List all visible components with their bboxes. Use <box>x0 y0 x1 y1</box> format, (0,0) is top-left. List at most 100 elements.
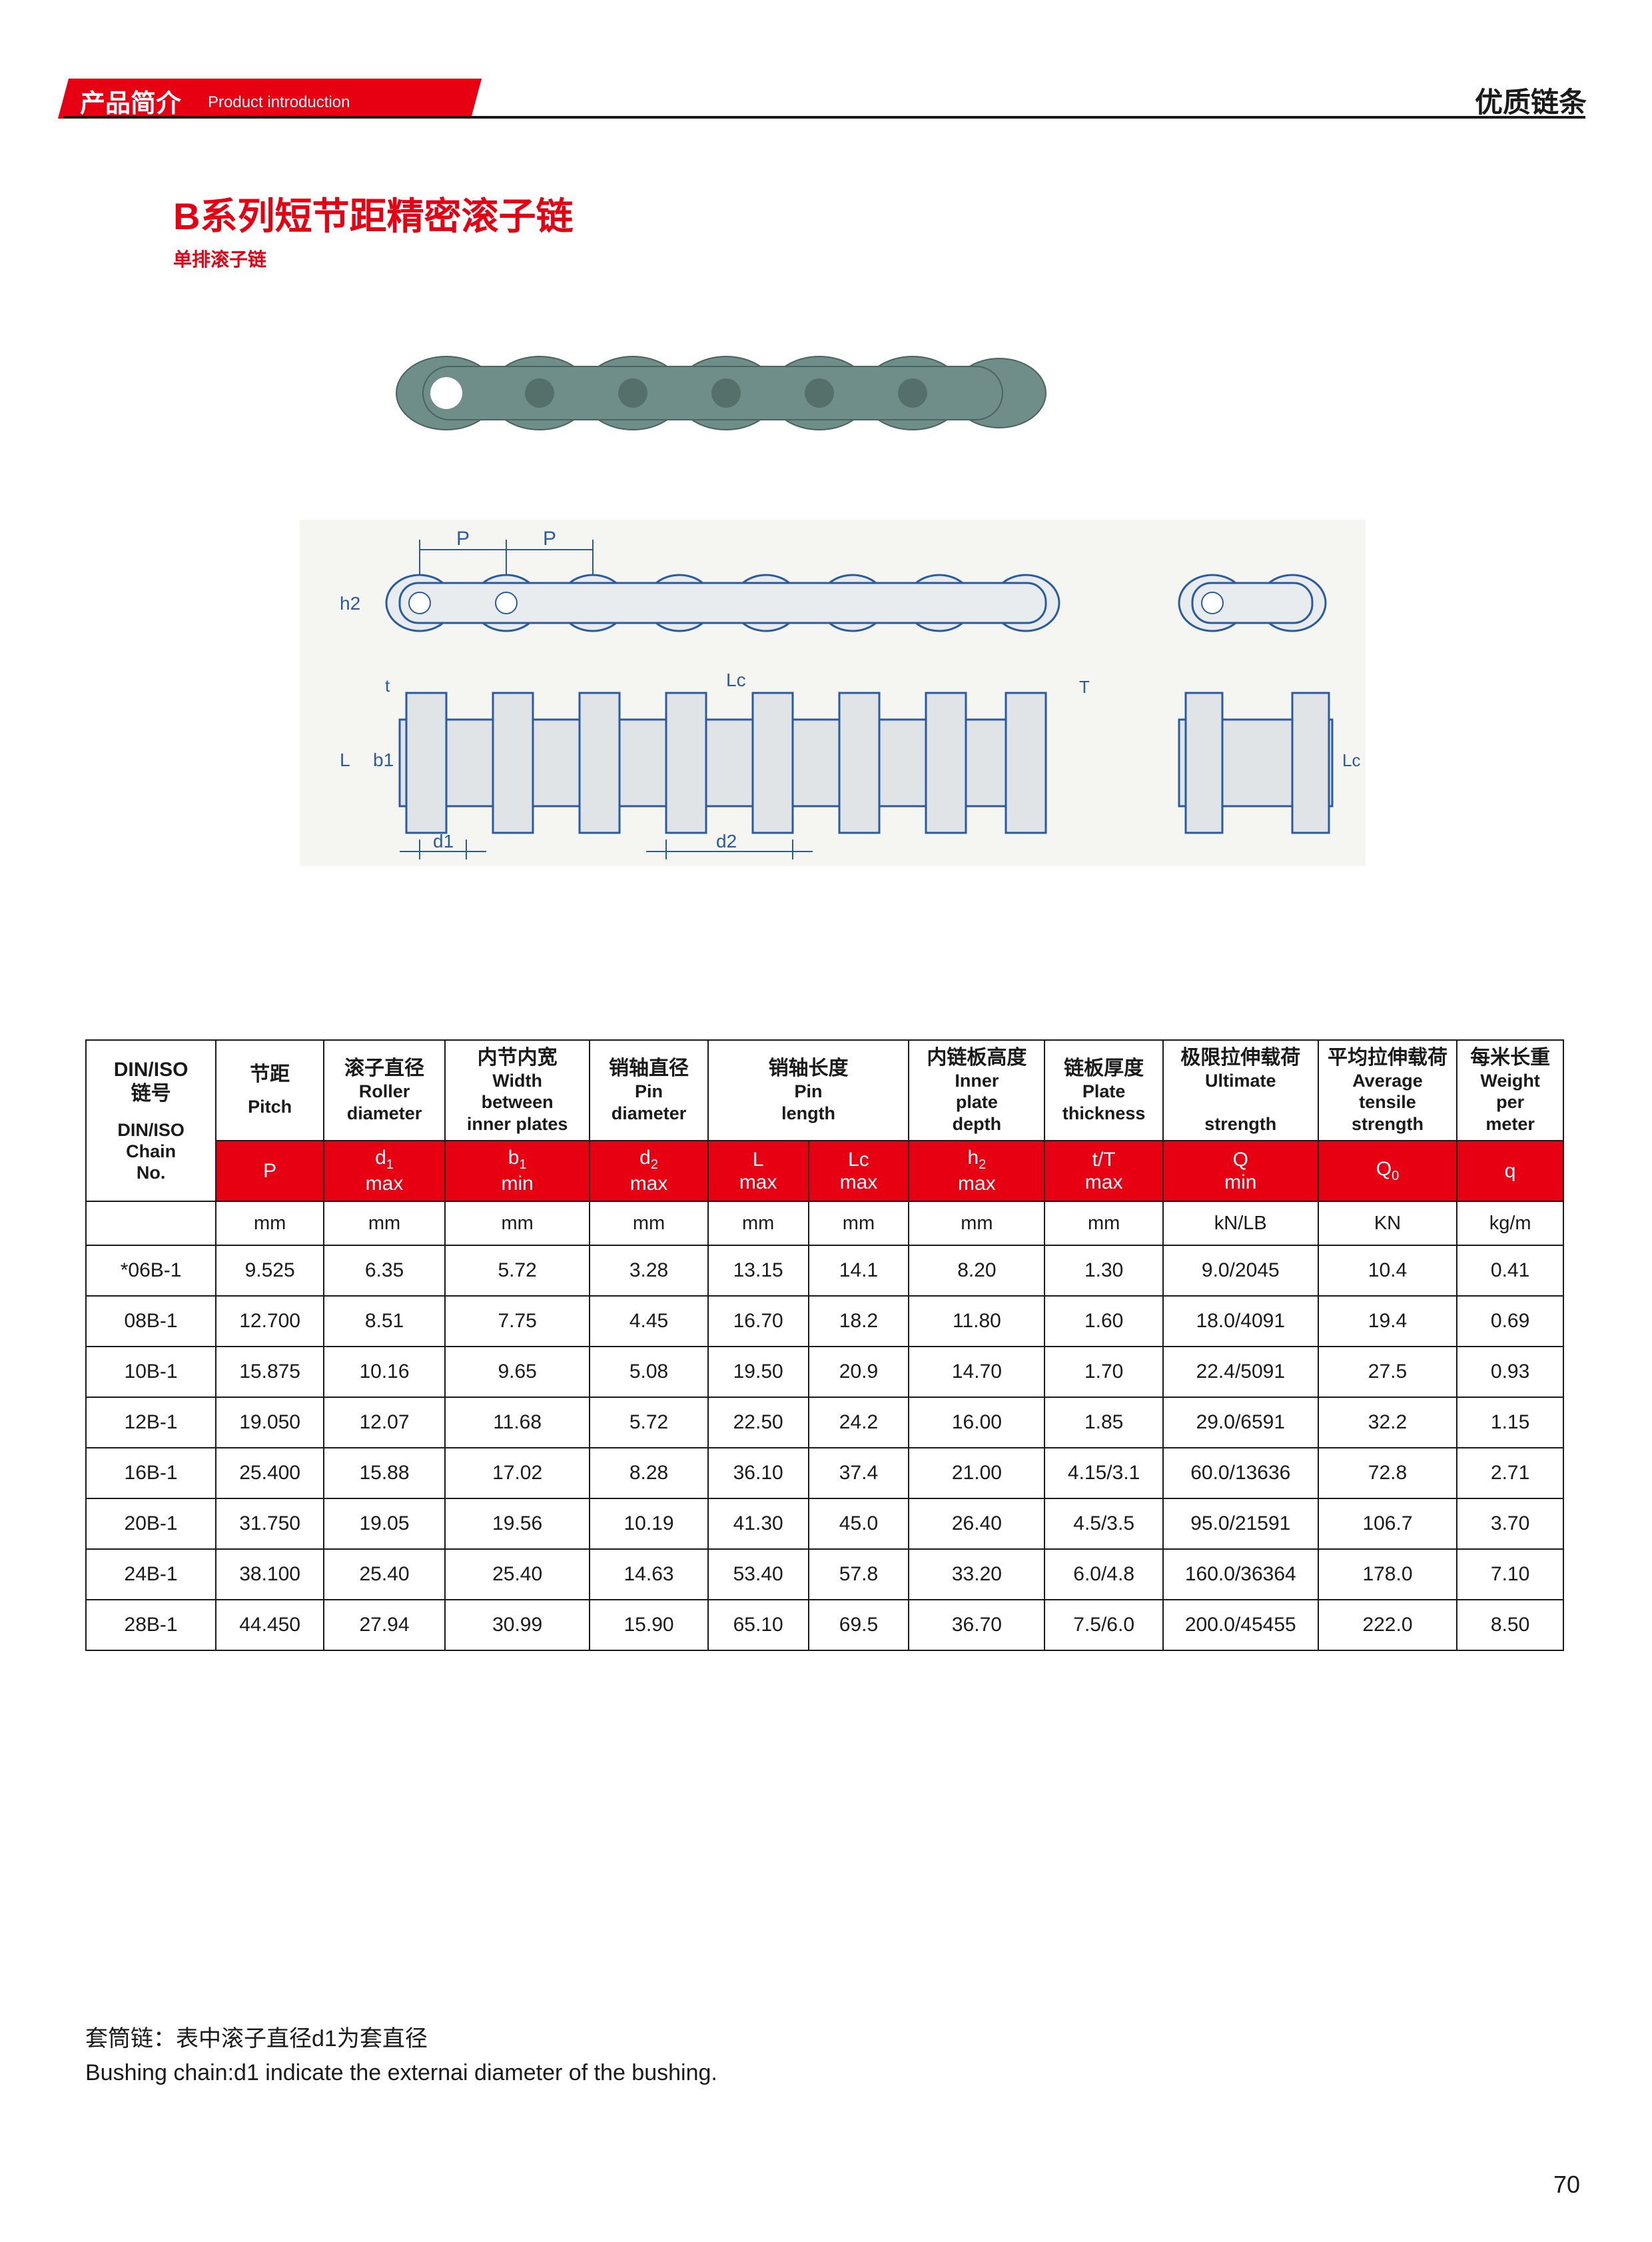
table-cell: 1.85 <box>1044 1397 1162 1448</box>
unit-d1: mm <box>324 1201 445 1245</box>
table-cell: 9.525 <box>216 1245 324 1296</box>
table-cell: 0.93 <box>1457 1347 1563 1397</box>
unit-b1: mm <box>445 1201 590 1245</box>
col-avg: 平均拉伸载荷Averagetensilestrength <box>1318 1040 1457 1141</box>
unit-L: mm <box>708 1201 809 1245</box>
table-cell: 14.1 <box>809 1245 909 1296</box>
table-cell: 31.750 <box>216 1498 324 1549</box>
table-cell: 1.60 <box>1044 1296 1162 1347</box>
table-cell: 8.20 <box>909 1245 1044 1296</box>
table-cell: 25.400 <box>216 1448 324 1498</box>
table-cell: 9.65 <box>445 1347 590 1397</box>
table-cell: 160.0/36364 <box>1163 1549 1318 1600</box>
table-cell: 5.72 <box>445 1245 590 1296</box>
table-cell: 20.9 <box>809 1347 909 1397</box>
dim-p: P <box>456 528 470 550</box>
dim-d1: d1 <box>433 831 454 851</box>
table-cell: 30.99 <box>445 1600 590 1650</box>
table-cell: 16B-1 <box>86 1448 216 1498</box>
svg-text:Lc: Lc <box>1342 750 1360 770</box>
unit-Lc: mm <box>809 1201 909 1245</box>
sym-Lc: Lcmax <box>809 1141 909 1201</box>
page-title: B系列短节距精密滚子链 <box>173 187 573 241</box>
table-cell: 26.40 <box>909 1498 1044 1549</box>
table-cell: 0.41 <box>1457 1245 1563 1296</box>
table-cell: 19.050 <box>216 1397 324 1448</box>
table-cell: 6.0/4.8 <box>1044 1549 1162 1600</box>
dim-b1: b1 <box>373 750 394 770</box>
sym-p: P <box>216 1141 324 1201</box>
table-cell: 29.0/6591 <box>1163 1397 1318 1448</box>
table-cell: 5.72 <box>590 1397 707 1448</box>
table-cell: 19.4 <box>1318 1296 1457 1347</box>
table-cell: *06B-1 <box>86 1245 216 1296</box>
table-cell: 95.0/21591 <box>1163 1498 1318 1549</box>
table-cell: 24.2 <box>809 1397 909 1448</box>
table-cell: 19.50 <box>708 1347 809 1397</box>
table-row: 10B-115.87510.169.655.0819.5020.914.701.… <box>86 1347 1563 1397</box>
table-cell: 60.0/13636 <box>1163 1448 1318 1498</box>
table-cell: 08B-1 <box>86 1296 216 1347</box>
table-cell: 178.0 <box>1318 1549 1457 1600</box>
table-row: 12B-119.05012.0711.685.7222.5024.216.001… <box>86 1397 1563 1448</box>
sym-Q0: Q0 <box>1318 1141 1457 1201</box>
table-cell: 18.2 <box>809 1296 909 1347</box>
header-title-cn: 产品简介 <box>80 83 181 119</box>
table-cell: 9.0/2045 <box>1163 1245 1318 1296</box>
table-cell: 11.68 <box>445 1397 590 1448</box>
col-chainno: DIN/ISO链号 DIN/ISOChainNo. <box>86 1040 216 1201</box>
sym-L: Lmax <box>708 1141 809 1201</box>
table-row: *06B-19.5256.355.723.2813.1514.18.201.30… <box>86 1245 1563 1296</box>
sym-d1: d1max <box>324 1141 445 1201</box>
table-cell: 37.4 <box>809 1448 909 1498</box>
table-cell: 10B-1 <box>86 1347 216 1397</box>
unit-d2: mm <box>590 1201 707 1245</box>
table-cell: 14.63 <box>590 1549 707 1600</box>
table-cell: 24B-1 <box>86 1549 216 1600</box>
table-cell: 57.8 <box>809 1549 909 1600</box>
table-cell: 22.4/5091 <box>1163 1347 1318 1397</box>
table-cell: 27.94 <box>324 1600 445 1650</box>
col-roller: 滚子直径Rollerdiameter <box>324 1040 445 1141</box>
table-cell: 1.70 <box>1044 1347 1162 1397</box>
col-width: 内节内宽Widthbetweeninner plates <box>445 1040 590 1141</box>
table-cell: 10.4 <box>1318 1245 1457 1296</box>
table-cell: 16.00 <box>909 1397 1044 1448</box>
table-cell: 200.0/45455 <box>1163 1600 1318 1650</box>
table-cell: 69.5 <box>809 1600 909 1650</box>
table-cell: 25.40 <box>324 1549 445 1600</box>
table-cell: 36.70 <box>909 1600 1044 1650</box>
table-cell: 21.00 <box>909 1448 1044 1498</box>
sym-q: q <box>1457 1141 1563 1201</box>
table-cell: 7.10 <box>1457 1549 1563 1600</box>
unit-q: kg/m <box>1457 1201 1563 1245</box>
table-cell: 44.450 <box>216 1600 324 1650</box>
spec-table: DIN/ISO链号 DIN/ISOChainNo. 节距Pitch 滚子直径Ro… <box>85 1039 1564 1651</box>
dim-h2: h2 <box>340 593 360 614</box>
col-platet: 链板厚度Platethickness <box>1044 1040 1162 1141</box>
dim-d2: d2 <box>716 831 737 851</box>
table-cell: 45.0 <box>809 1498 909 1549</box>
footnote-en: Bushing chain:d1 indicate the externai d… <box>85 2056 717 2090</box>
table-cell: 19.05 <box>324 1498 445 1549</box>
table-cell: 41.30 <box>708 1498 809 1549</box>
table-cell: 15.875 <box>216 1347 324 1397</box>
table-row: 28B-144.45027.9430.9915.9065.1069.536.70… <box>86 1600 1563 1650</box>
table-cell: 10.16 <box>324 1347 445 1397</box>
table-cell: 33.20 <box>909 1549 1044 1600</box>
col-pinlen: 销轴长度Pinlength <box>708 1040 909 1141</box>
table-cell: 13.15 <box>708 1245 809 1296</box>
table-cell: 1.30 <box>1044 1245 1162 1296</box>
unit-h2: mm <box>909 1201 1044 1245</box>
table-cell: 8.51 <box>324 1296 445 1347</box>
unit-p: mm <box>216 1201 324 1245</box>
page-subtitle: 单排滚子链 <box>173 245 266 272</box>
table-cell: 19.56 <box>445 1498 590 1549</box>
table-cell: 32.2 <box>1318 1397 1457 1448</box>
table-row: 16B-125.40015.8817.028.2836.1037.421.004… <box>86 1448 1563 1498</box>
table-body: *06B-19.5256.355.723.2813.1514.18.201.30… <box>86 1245 1563 1650</box>
sym-d2: d2max <box>590 1141 707 1201</box>
footnote-cn: 套筒链：表中滚子直径d1为套直径 <box>85 2022 717 2056</box>
table-cell: 38.100 <box>216 1549 324 1600</box>
page-number: 70 <box>1553 2171 1580 2199</box>
